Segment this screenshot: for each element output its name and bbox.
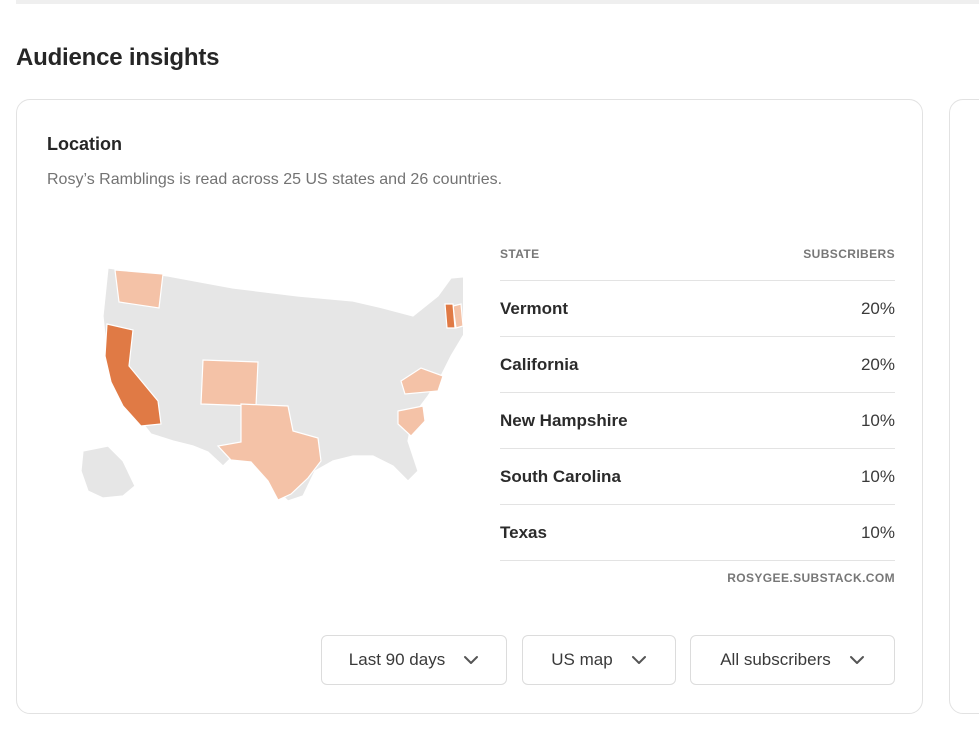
map-state-texas	[216, 403, 322, 501]
next-card	[949, 99, 979, 714]
table-row: Vermont 20%	[500, 281, 895, 337]
column-subscribers: SUBSCRIBERS	[803, 247, 895, 261]
row-state: Vermont	[500, 298, 569, 318]
audience-dropdown-label: All subscribers	[720, 650, 831, 669]
map-state-virginia	[400, 367, 444, 395]
chevron-down-icon	[631, 656, 646, 664]
map-base-alaska	[80, 445, 136, 499]
location-subtitle: Rosy’s Ramblings is read across 25 US st…	[47, 171, 503, 188]
table-row: New Hampshire 10%	[500, 393, 895, 449]
row-state: New Hampshire	[500, 410, 628, 430]
row-state: Texas	[500, 522, 547, 542]
chevron-down-icon	[849, 656, 864, 664]
column-state: STATE	[500, 247, 540, 261]
map-state-new-hampshire	[452, 303, 463, 329]
row-share: 10%	[860, 410, 895, 430]
row-state: California	[500, 354, 579, 374]
page-title: Audience insights	[16, 44, 220, 71]
view-dropdown-label: US map	[551, 650, 613, 669]
map-base-contiguous	[102, 267, 463, 502]
publication-domain: ROSYGEE.SUBSTACK.COM	[727, 571, 895, 585]
location-title: Location	[47, 134, 122, 154]
table-header: STATE SUBSCRIBERS	[500, 237, 895, 281]
map-state-california	[104, 323, 162, 427]
us-map	[80, 267, 463, 502]
top-divider	[16, 0, 979, 4]
audience-dropdown[interactable]: All subscribers	[690, 635, 895, 685]
row-share: 20%	[860, 298, 895, 318]
row-share: 10%	[860, 466, 895, 486]
location-card: Location Rosy’s Ramblings is read across…	[16, 99, 923, 714]
table-row: South Carolina 10%	[500, 449, 895, 505]
row-state: South Carolina	[500, 466, 621, 486]
period-dropdown-label: Last 90 days	[348, 650, 446, 669]
map-state-vermont	[444, 303, 456, 329]
period-dropdown[interactable]: Last 90 days	[321, 635, 507, 685]
chevron-down-icon	[464, 656, 479, 664]
map-state-south-carolina	[397, 405, 426, 437]
view-dropdown[interactable]: US map	[522, 635, 676, 685]
row-share: 10%	[860, 522, 895, 542]
location-table: STATE SUBSCRIBERS Vermont 20% California…	[500, 237, 895, 585]
map-state-colorado	[200, 359, 259, 407]
map-state-washington	[114, 269, 164, 309]
table-row: Texas 10%	[500, 505, 895, 561]
row-share: 20%	[860, 354, 895, 374]
table-row: California 20%	[500, 337, 895, 393]
